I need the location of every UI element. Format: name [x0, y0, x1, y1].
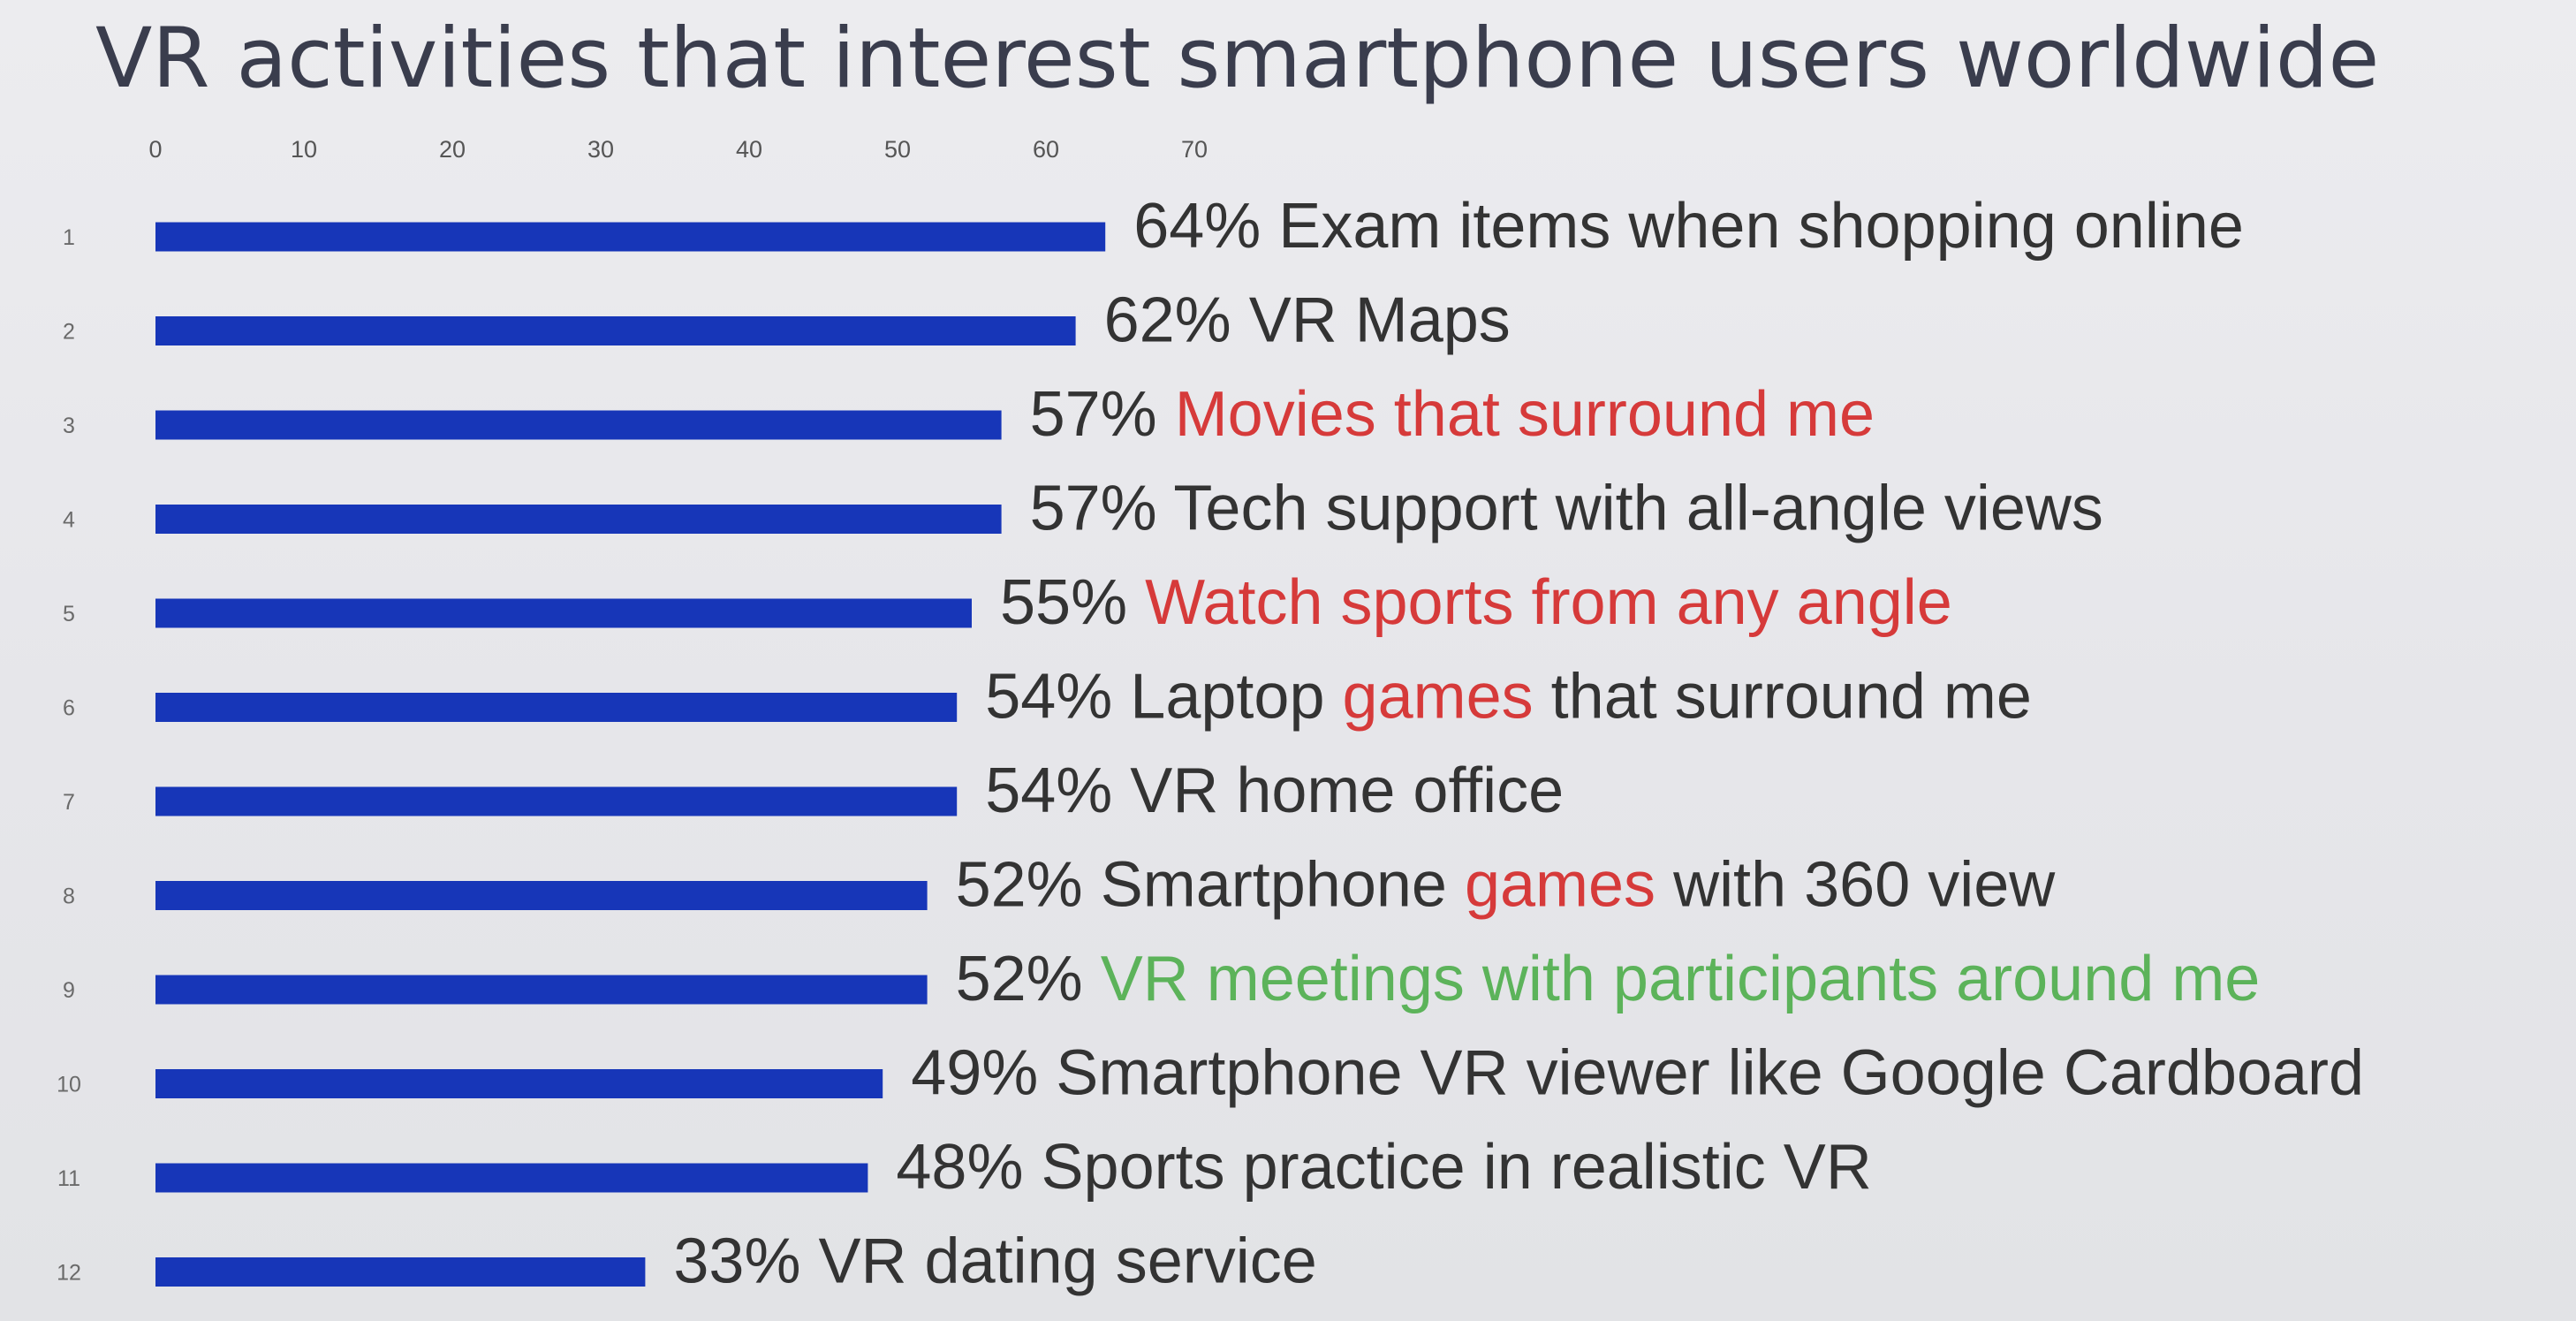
data-label: 52% VR meetings with participants around… — [956, 944, 2261, 1014]
x-axis: 0 10 20 30 40 50 60 70 — [148, 136, 1208, 163]
data-label: 57% Tech support with all-angle views — [1030, 474, 2103, 544]
bar — [155, 1257, 646, 1287]
category-label: 9 — [63, 978, 75, 1003]
category-label: 11 — [57, 1166, 80, 1191]
x-tick-label: 40 — [736, 136, 762, 163]
data-label-segment: 49% Smartphone VR viewer like Google Car… — [911, 1038, 2364, 1109]
bar — [155, 410, 1002, 440]
x-tick-label: 60 — [1033, 136, 1059, 163]
category-label: 2 — [63, 320, 75, 345]
x-tick-label: 10 — [291, 136, 317, 163]
bar — [155, 222, 1106, 252]
bar — [155, 881, 928, 910]
data-label-segment: VR meetings with participants around me — [1101, 944, 2261, 1014]
category-label: 10 — [57, 1073, 81, 1097]
data-label: 54% Laptop games that surround me — [985, 662, 2032, 733]
data-labels: 64% Exam items when shopping online 62% V… — [673, 191, 2364, 1297]
data-label-segment: 55% — [1000, 567, 1145, 638]
data-label-segment: 57% Tech support with all-angle views — [1030, 474, 2103, 544]
category-label: 12 — [57, 1261, 81, 1286]
data-label-segment: with 360 view — [1655, 850, 2056, 921]
data-label: 33% VR dating service — [673, 1226, 1316, 1297]
category-label: 3 — [63, 414, 75, 438]
category-label: 1 — [63, 225, 75, 250]
data-label-segment: 62% VR Maps — [1104, 285, 1511, 356]
x-tick-label: 70 — [1181, 136, 1208, 163]
data-label-segment: 57% — [1030, 379, 1175, 450]
bar — [155, 786, 958, 816]
data-label: 64% Exam items when shopping online — [1133, 191, 2244, 262]
data-label-segment: games — [1343, 662, 1534, 733]
data-label-segment: that surround me — [1534, 662, 2032, 733]
bar — [155, 316, 1076, 345]
category-label: 6 — [63, 696, 75, 721]
data-label-segment: 52% Smartphone — [956, 850, 1465, 921]
bars — [155, 222, 1106, 1287]
x-tick-label: 50 — [884, 136, 911, 163]
category-label: 4 — [63, 508, 75, 533]
data-label-segment: 64% Exam items when shopping online — [1133, 191, 2244, 262]
bar — [155, 1069, 883, 1098]
x-tick-label: 30 — [587, 136, 614, 163]
data-label-segment: Watch sports from any angle — [1145, 567, 1952, 638]
data-label-segment: 48% Sports practice in realistic VR — [896, 1132, 1871, 1203]
bar — [155, 693, 958, 722]
data-label-segment: Movies that surround me — [1175, 379, 1875, 450]
data-label: 62% VR Maps — [1104, 285, 1511, 356]
x-tick-label: 0 — [148, 136, 162, 163]
chart-title: VR activities that interest smartphone u… — [95, 11, 2380, 107]
bar — [155, 598, 972, 628]
category-label: 7 — [63, 790, 75, 815]
data-label: 55% Watch sports from any angle — [1000, 567, 1952, 638]
data-label-segment: 54% VR home office — [985, 755, 1564, 826]
data-label-segment: 52% — [956, 944, 1101, 1014]
data-label: 57% Movies that surround me — [1030, 379, 1875, 450]
bar — [155, 505, 1002, 534]
data-label-segment: 33% VR dating service — [673, 1226, 1316, 1297]
bar — [155, 1163, 868, 1193]
data-label: 52% Smartphone games with 360 view — [956, 850, 2057, 921]
bar — [155, 975, 928, 1005]
x-tick-label: 20 — [439, 136, 466, 163]
data-label: 48% Sports practice in realistic VR — [896, 1132, 1871, 1203]
data-label: 49% Smartphone VR viewer like Google Car… — [911, 1038, 2364, 1109]
data-label-segment: 54% Laptop — [985, 662, 1342, 733]
data-label: 54% VR home office — [985, 755, 1564, 826]
data-label-segment: games — [1465, 850, 1655, 921]
category-label: 5 — [63, 602, 75, 626]
category-label: 8 — [63, 884, 75, 909]
